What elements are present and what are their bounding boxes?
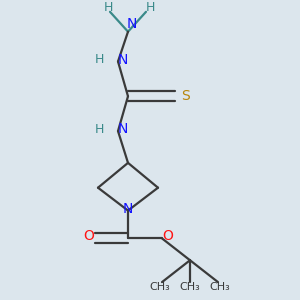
Text: H: H [145, 1, 155, 14]
Text: O: O [84, 230, 94, 243]
Text: CH₃: CH₃ [210, 282, 230, 292]
Text: N: N [127, 17, 137, 31]
Text: CH₃: CH₃ [180, 282, 200, 292]
Text: O: O [163, 230, 173, 243]
Text: H: H [103, 1, 113, 14]
Text: N: N [118, 52, 128, 67]
Text: N: N [123, 202, 133, 216]
Text: N: N [118, 122, 128, 136]
Text: S: S [181, 89, 189, 103]
Text: CH₃: CH₃ [150, 282, 170, 292]
Text: H: H [94, 123, 104, 136]
Text: H: H [94, 53, 104, 66]
